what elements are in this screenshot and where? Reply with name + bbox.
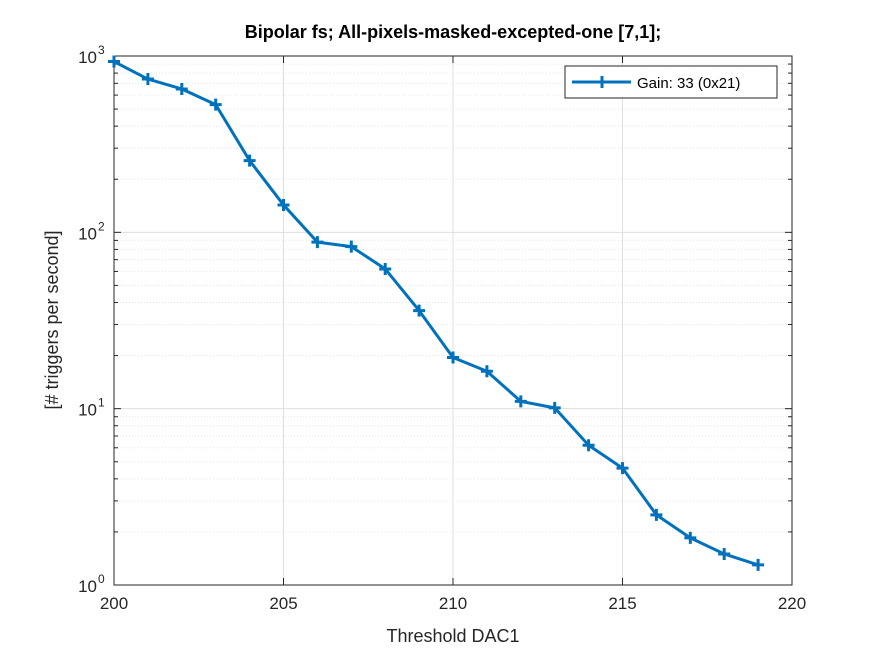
data-point-marker xyxy=(175,82,188,95)
y-axis-label: [# triggers per second] xyxy=(42,230,62,409)
data-point-marker xyxy=(277,198,290,211)
data-point-marker xyxy=(413,304,426,317)
data-series xyxy=(108,55,765,571)
data-point-marker xyxy=(243,154,256,167)
data-point-marker xyxy=(684,531,697,544)
data-point-marker xyxy=(616,462,629,475)
y-tick-label: 10 xyxy=(78,401,97,420)
legend: Gain: 33 (0x21) xyxy=(564,65,778,99)
data-point-marker xyxy=(752,558,765,571)
data-point-marker xyxy=(379,262,392,275)
x-tick-label: 210 xyxy=(439,594,467,613)
y-tick-exponent: 0 xyxy=(98,572,105,586)
data-point-marker xyxy=(480,365,493,378)
data-point-marker xyxy=(582,439,595,452)
legend-entry-label: Gain: 33 (0x21) xyxy=(637,75,740,92)
y-tick-exponent: 1 xyxy=(98,396,105,410)
data-point-marker xyxy=(209,98,222,111)
x-axis-label: Threshold DAC1 xyxy=(386,626,519,646)
legend-marker xyxy=(596,76,608,88)
data-point-marker xyxy=(514,395,527,408)
x-tick-labels: 200 205 210 215 220 xyxy=(100,594,806,613)
x-tick-label: 205 xyxy=(269,594,297,613)
y-tick-label: 10 xyxy=(78,48,97,67)
data-point-marker xyxy=(718,547,731,560)
x-tick-label: 220 xyxy=(778,594,806,613)
y-tick-label: 10 xyxy=(78,224,97,243)
x-tick-label: 200 xyxy=(100,594,128,613)
x-tick-label: 215 xyxy=(608,594,636,613)
data-point-marker xyxy=(311,236,324,249)
y-tick-exponent: 2 xyxy=(98,219,105,233)
data-point-marker xyxy=(548,401,561,414)
series-line xyxy=(113,60,759,567)
tick-marks xyxy=(113,55,793,586)
data-point-marker xyxy=(447,351,459,364)
data-point-marker xyxy=(108,55,120,68)
chart-title: Bipolar fs; All-pixels-masked-excepted-o… xyxy=(245,22,661,42)
data-point-marker xyxy=(650,508,663,521)
y-tick-exponent: 3 xyxy=(98,43,105,57)
y-tick-label: 10 xyxy=(78,577,97,596)
data-point-marker xyxy=(141,73,154,86)
data-point-marker xyxy=(345,240,358,253)
